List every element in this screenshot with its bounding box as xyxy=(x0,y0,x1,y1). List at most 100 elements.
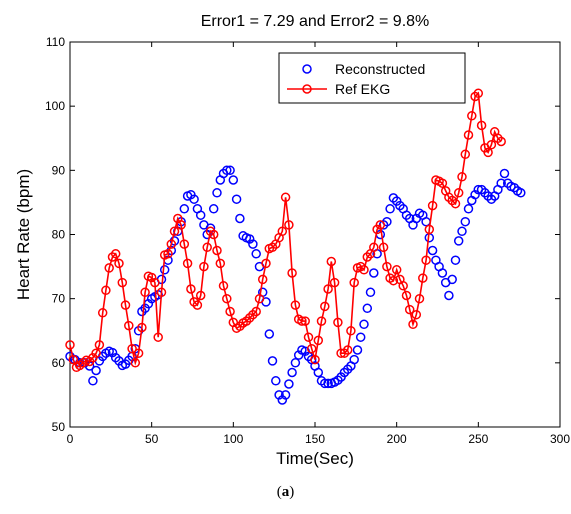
data-point xyxy=(313,335,324,346)
legend-marker-swatch xyxy=(302,64,312,74)
data-point xyxy=(333,317,343,328)
data-point xyxy=(179,239,190,249)
data-point xyxy=(257,274,268,285)
data-point xyxy=(316,316,327,326)
x-tick-label: 300 xyxy=(550,432,570,446)
data-point xyxy=(133,348,144,358)
x-axis-label: Time(Sec) xyxy=(276,449,354,468)
data-point xyxy=(235,213,245,224)
legend-item: Ref EKG xyxy=(287,81,390,97)
data-point xyxy=(114,258,124,269)
data-point xyxy=(418,273,428,283)
data-point xyxy=(280,390,291,400)
series-line xyxy=(69,91,502,369)
data-point xyxy=(453,236,464,246)
y-tick-label: 80 xyxy=(52,228,66,242)
data-point xyxy=(120,300,131,310)
data-point xyxy=(94,340,105,350)
data-point xyxy=(225,165,235,176)
data-point xyxy=(199,261,209,272)
data-point xyxy=(404,304,415,315)
data-point xyxy=(310,354,320,365)
data-point xyxy=(453,188,464,198)
data-point xyxy=(254,293,265,304)
data-point xyxy=(124,320,134,331)
data-point xyxy=(369,268,379,278)
data-point xyxy=(153,332,163,342)
x-tick-label: 250 xyxy=(468,432,488,446)
data-point xyxy=(251,249,261,259)
data-point xyxy=(212,188,222,198)
data-point xyxy=(463,130,474,140)
data-point xyxy=(290,358,301,368)
data-point xyxy=(297,316,307,326)
legend-item: Reconstructed xyxy=(302,61,425,77)
data-point xyxy=(182,258,193,269)
data-point xyxy=(208,204,219,214)
data-point xyxy=(130,358,141,368)
data-point xyxy=(97,308,108,318)
data-point xyxy=(140,287,150,298)
data-point xyxy=(359,265,369,275)
data-point xyxy=(385,204,395,214)
data-point xyxy=(447,274,457,285)
data-point xyxy=(202,242,212,253)
data-point xyxy=(264,329,275,339)
data-point xyxy=(346,326,356,336)
data-point xyxy=(189,194,199,204)
data-point xyxy=(352,345,363,355)
legend-box xyxy=(278,52,466,104)
data-point xyxy=(414,293,425,304)
data-point xyxy=(68,354,79,365)
data-point xyxy=(427,200,438,211)
data-point xyxy=(261,258,271,269)
data-point xyxy=(166,239,177,249)
y-tick-label: 100 xyxy=(45,99,65,113)
data-point xyxy=(163,249,173,259)
data-point xyxy=(156,287,167,298)
data-point xyxy=(101,285,111,296)
data-point xyxy=(401,290,412,301)
figure-caption-label: a xyxy=(281,484,290,500)
data-point xyxy=(287,367,297,378)
data-point xyxy=(467,111,477,121)
data-point xyxy=(110,249,121,259)
data-point xyxy=(427,245,438,256)
y-axis-label: Heart Rate (bpm) xyxy=(14,169,33,300)
data-point xyxy=(313,367,324,378)
data-point xyxy=(496,178,506,188)
data-point xyxy=(483,147,493,158)
data-point xyxy=(231,194,242,204)
data-point xyxy=(306,343,317,354)
data-point xyxy=(457,226,467,237)
data-point xyxy=(355,332,366,342)
data-point xyxy=(424,224,435,235)
data-point xyxy=(375,220,386,230)
data-point xyxy=(388,275,399,286)
data-point xyxy=(228,175,239,185)
y-tick-label: 70 xyxy=(52,292,66,306)
data-point xyxy=(359,319,369,330)
data-point xyxy=(342,345,353,355)
data-point xyxy=(499,168,510,179)
data-point xyxy=(267,356,278,366)
data-point xyxy=(329,277,340,288)
y-tick-label: 60 xyxy=(52,356,66,370)
data-point xyxy=(323,284,333,294)
data-point xyxy=(516,188,526,198)
data-point xyxy=(303,332,314,342)
data-point xyxy=(437,268,448,278)
data-point xyxy=(91,365,101,376)
data-point xyxy=(323,378,333,389)
data-point xyxy=(450,255,461,265)
data-point xyxy=(349,354,359,365)
data-point xyxy=(277,226,288,237)
y-tick-label: 90 xyxy=(52,163,66,177)
data-point xyxy=(65,340,75,350)
data-point xyxy=(496,136,506,147)
data-point xyxy=(88,376,98,386)
data-point xyxy=(192,300,203,310)
data-point xyxy=(104,263,114,273)
data-point xyxy=(378,242,389,253)
data-point xyxy=(186,284,196,294)
